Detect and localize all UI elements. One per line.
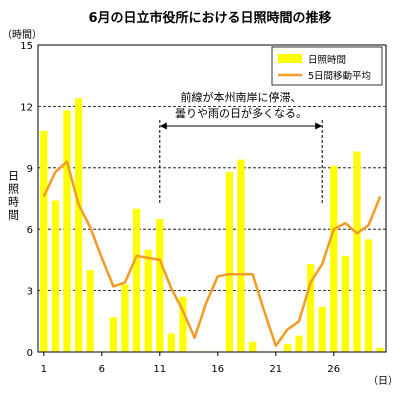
y-axis-unit: （時間）	[2, 29, 42, 41]
legend-swatch-bar	[278, 54, 302, 63]
x-tick-label-6: 6	[99, 364, 105, 375]
bar-day-19	[249, 341, 257, 352]
y-axis-label: 日照時間	[7, 170, 20, 222]
bar-day-27	[341, 255, 349, 352]
bar-day-22	[283, 343, 291, 352]
bar-day-8	[121, 284, 129, 352]
y-tick-label-6: 6	[27, 225, 33, 236]
bar-day-3	[63, 110, 71, 352]
bar-day-13	[179, 296, 187, 352]
bar-day-18	[237, 159, 245, 352]
legend-label-bar: 日照時間	[308, 55, 346, 66]
legend-box	[271, 46, 383, 86]
grid	[38, 106, 386, 292]
moving-average-line	[42, 160, 382, 348]
bar-day-2	[51, 200, 59, 352]
bar-day-29	[365, 239, 373, 352]
plot-border	[37, 44, 387, 353]
y-tick-label-9: 9	[27, 164, 33, 175]
bar-day-24	[307, 263, 315, 352]
bar-day-5	[86, 270, 94, 352]
legend: 日照時間 5日間移動平均	[271, 46, 383, 86]
x-axis-unit: （日）	[368, 375, 398, 387]
x-tick-label-1: 1	[41, 364, 47, 375]
bar-day-30	[376, 347, 384, 352]
annotation-line-1: 前線が本州南岸に停滞、	[181, 90, 302, 104]
y-tick-label-0: 0	[27, 348, 33, 359]
bar-day-7	[109, 317, 117, 352]
bar-day-1	[40, 130, 48, 352]
y-tick-label-15: 15	[20, 41, 33, 52]
annotation-arrow-right-head	[315, 122, 323, 130]
legend-label-line: 5日間移動平均	[308, 70, 371, 82]
bar-day-28	[353, 151, 361, 352]
annotation: 前線が本州南岸に停滞、曇りや雨の日が多くなる。	[159, 90, 323, 205]
bars	[40, 98, 384, 352]
bar-day-26	[330, 165, 338, 352]
bar-day-11	[156, 218, 164, 352]
annotation-arrow-left-head	[159, 122, 167, 130]
x-tick-label-26: 26	[327, 364, 340, 375]
y-tick-label-3: 3	[27, 287, 33, 298]
moving-average	[42, 160, 382, 348]
bar-day-9	[133, 208, 141, 352]
annotation-line-2: 曇りや雨の日が多くなる。	[175, 106, 307, 120]
bar-day-17	[225, 171, 233, 352]
bar-day-25	[318, 306, 326, 352]
x-tick-label-11: 11	[153, 364, 166, 375]
bar-day-23	[295, 335, 303, 352]
x-tick-label-16: 16	[211, 364, 224, 375]
bar-day-4	[75, 98, 83, 352]
bar-day-12	[167, 333, 175, 352]
bar-day-10	[144, 249, 152, 352]
y-tick-label-12: 12	[20, 102, 33, 113]
chart-title: 6月の日立市役所における日照時間の推移	[88, 10, 331, 26]
x-tick-label-21: 21	[269, 364, 282, 375]
